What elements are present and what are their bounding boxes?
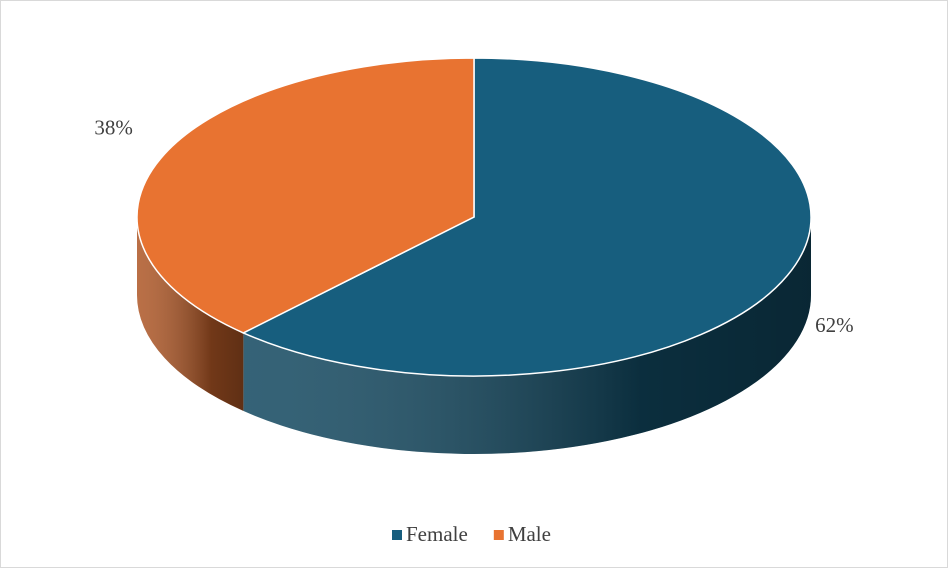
legend: Female Male xyxy=(392,522,551,546)
legend-swatch xyxy=(392,530,402,540)
slice-side-shade xyxy=(137,217,244,411)
legend-label: Female xyxy=(406,522,468,546)
data-label: 62% xyxy=(815,313,854,337)
legend-swatch xyxy=(493,530,504,540)
data-labels: 62% 38% xyxy=(94,116,853,338)
slice xyxy=(241,57,812,377)
pie-tops xyxy=(136,57,812,377)
data-label: 38% xyxy=(94,116,133,140)
slice xyxy=(136,57,475,334)
slice-side-shade xyxy=(243,217,812,454)
pie-sides xyxy=(137,217,812,454)
legend-label: Male xyxy=(508,522,551,546)
